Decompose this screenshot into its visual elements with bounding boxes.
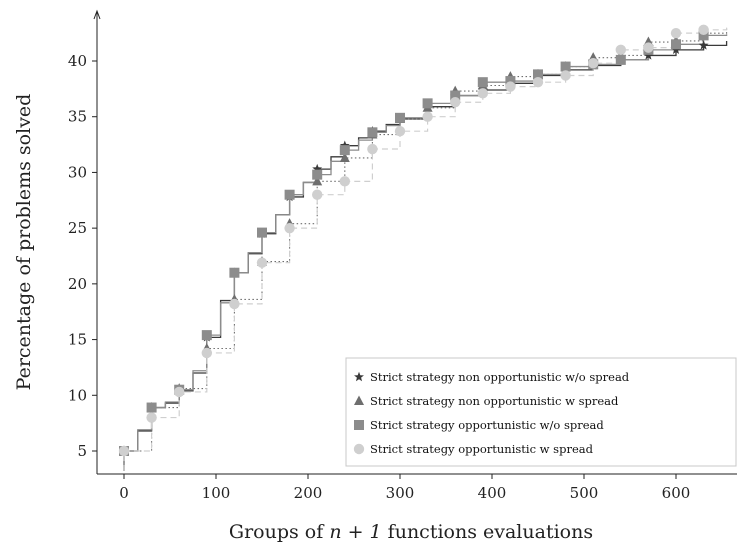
axes: 0 100 200 300 400 500 600 5 10 15 20 25 30 35 40 bbox=[68, 9, 737, 502]
series-4-marker bbox=[118, 445, 130, 457]
legend-label-1: Strict strategy non opportunistic w/o sp… bbox=[370, 370, 630, 384]
x-tick-label: 0 bbox=[119, 484, 129, 502]
x-tick-label: 200 bbox=[294, 484, 323, 502]
series-1-marker bbox=[312, 163, 323, 174]
series-3-marker bbox=[615, 54, 626, 65]
series-1-marker bbox=[698, 40, 709, 50]
series-4-marker bbox=[505, 81, 516, 92]
series-3-marker bbox=[229, 267, 240, 278]
legend-marker-3 bbox=[354, 420, 364, 430]
series-4-marker bbox=[450, 97, 461, 108]
series-3-marker bbox=[560, 61, 571, 72]
x-axis-title-prefix: Groups of bbox=[229, 521, 329, 543]
series-3-marker bbox=[422, 98, 433, 109]
series-4-marker bbox=[367, 143, 378, 155]
legend-label-4: Strict strategy opportunistic w spread bbox=[370, 442, 594, 456]
x-tick-label: 300 bbox=[386, 484, 415, 502]
series-4-marker bbox=[532, 76, 544, 88]
series-4-marker bbox=[256, 257, 268, 268]
legend-marker-4 bbox=[353, 443, 365, 455]
series-3-marker bbox=[284, 189, 295, 200]
series-3-marker bbox=[533, 69, 543, 80]
series-3-marker bbox=[146, 402, 157, 413]
y-tick-label: 25 bbox=[68, 219, 87, 237]
series-4-marker bbox=[394, 126, 406, 137]
series-4-marker bbox=[339, 176, 350, 187]
x-tick-label: 600 bbox=[662, 484, 691, 502]
series-3-marker bbox=[671, 39, 681, 50]
legend-marker-1 bbox=[354, 371, 364, 382]
series-3-marker bbox=[312, 169, 323, 180]
series-4-marker bbox=[312, 189, 323, 200]
x-axis-title: Groups of n + 1 functions evaluations bbox=[229, 521, 593, 543]
series-2-marker bbox=[339, 152, 350, 162]
series-4-marker bbox=[588, 58, 599, 69]
series-1-marker bbox=[643, 50, 654, 60]
series-3-marker bbox=[698, 30, 709, 41]
series-4-marker bbox=[284, 222, 295, 234]
legend: Strict strategy non opportunistic w/o sp… bbox=[345, 357, 737, 467]
y-tick-label: 10 bbox=[68, 386, 87, 404]
series-3-marker bbox=[505, 76, 516, 87]
series-4-marker bbox=[201, 347, 212, 359]
x-axis-title-suffix: functions evaluations bbox=[382, 521, 593, 543]
y-tick-label: 5 bbox=[77, 442, 87, 460]
x-tick-label: 400 bbox=[478, 484, 507, 502]
series-4-marker bbox=[698, 24, 709, 35]
series-4-marker bbox=[477, 88, 488, 99]
x-tick-label: 500 bbox=[570, 484, 599, 502]
y-tick-label: 30 bbox=[68, 163, 87, 181]
series-3-marker bbox=[477, 77, 488, 88]
legend-label-2: Strict strategy non opportunistic w spre… bbox=[370, 394, 619, 408]
series-markers bbox=[118, 24, 709, 457]
y-tick-label: 20 bbox=[68, 275, 87, 293]
series-2-marker bbox=[312, 175, 323, 186]
series-4-marker bbox=[643, 42, 654, 53]
series-3-marker bbox=[395, 112, 405, 123]
legend-box bbox=[345, 357, 737, 467]
series-4-marker bbox=[670, 27, 682, 39]
series-4-marker bbox=[615, 44, 626, 56]
legend-label-3: Strict strategy opportunistic w/o spread bbox=[370, 418, 604, 432]
y-axis-title: Percentage of problems solved bbox=[13, 94, 35, 391]
series-3-marker bbox=[339, 145, 350, 156]
x-axis-title-math: n + 1 bbox=[329, 521, 381, 543]
series-line-4 bbox=[123, 27, 728, 472]
x-tick-label: 100 bbox=[202, 484, 231, 502]
y-tick-label: 40 bbox=[68, 52, 87, 70]
y-axis-arrow bbox=[93, 9, 101, 20]
series-4-marker bbox=[229, 298, 240, 310]
series-4-marker bbox=[146, 412, 157, 423]
legend-marker-2 bbox=[354, 395, 364, 405]
series-4-marker bbox=[174, 386, 185, 398]
series-3-marker bbox=[257, 227, 267, 238]
series-3-marker bbox=[367, 127, 378, 138]
series-4-marker bbox=[560, 70, 571, 81]
y-tick-label: 35 bbox=[68, 108, 87, 126]
series-3-marker bbox=[201, 330, 212, 341]
series-1-marker bbox=[671, 44, 681, 55]
y-tick-label: 15 bbox=[68, 331, 87, 349]
series-4-marker bbox=[422, 111, 433, 122]
series-3-marker bbox=[450, 90, 461, 101]
